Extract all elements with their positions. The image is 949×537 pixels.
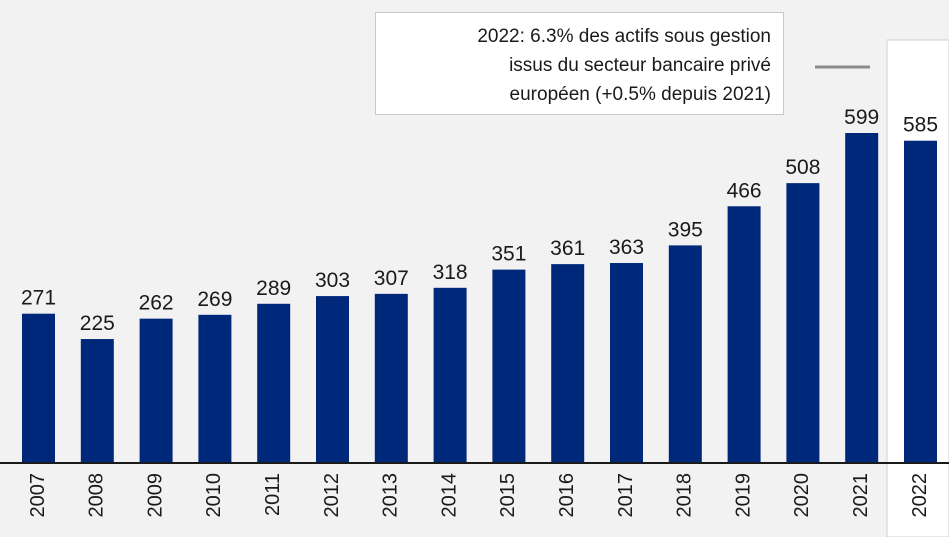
value-label: 351	[491, 243, 526, 266]
bar	[551, 264, 585, 463]
annotation: 2022: 6.3% des actifs sous gestion issus …	[477, 26, 771, 105]
bar	[727, 206, 761, 463]
bar	[374, 293, 408, 463]
x-tick-label: 2016	[556, 473, 578, 518]
bar	[80, 339, 114, 463]
bar	[316, 296, 349, 463]
x-tick-label: 2021	[850, 473, 872, 518]
bar	[257, 303, 291, 463]
value-label: 303	[315, 269, 350, 292]
x-tick-label: 2010	[203, 473, 225, 518]
value-label: 585	[903, 114, 938, 137]
bar	[22, 313, 55, 463]
value-label: 225	[80, 312, 115, 335]
x-tick-label: 2022	[909, 473, 931, 518]
value-label: 318	[433, 261, 468, 284]
value-label: 262	[139, 292, 174, 315]
value-label: 599	[844, 106, 879, 129]
bar	[198, 314, 232, 463]
annotation-line: 2022: 6.3% des actifs sous gestion	[477, 26, 771, 47]
value-label: 271	[21, 287, 56, 310]
value-label: 363	[609, 236, 644, 259]
x-tick-label: 2008	[86, 473, 108, 518]
x-tick-label: 2018	[674, 473, 696, 518]
annotation-line: issus du secteur bancaire privé	[509, 55, 771, 76]
bar	[904, 140, 937, 463]
bar	[433, 287, 467, 463]
value-label: 395	[668, 218, 703, 241]
x-tick-label: 2015	[497, 473, 519, 518]
annotation-line: européen (+0.5% depuis 2021)	[510, 84, 771, 105]
x-tick-label: 2014	[438, 473, 460, 518]
bar	[668, 245, 702, 463]
value-label: 466	[727, 179, 762, 202]
bar	[492, 269, 526, 463]
bar	[610, 263, 643, 463]
bar	[845, 133, 879, 463]
bars: 271 2007 225 2008 262 2009 269 2010 289 2011 303 20…	[21, 106, 938, 518]
x-tick-label: 2017	[615, 473, 637, 518]
x-tick-label: 2009	[144, 473, 166, 518]
x-tick-label: 2007	[27, 473, 49, 518]
value-label: 307	[374, 267, 409, 290]
x-tick-label: 2011	[262, 473, 284, 516]
bar	[139, 318, 173, 463]
x-tick-label: 2019	[732, 473, 754, 518]
x-tick-label: 2012	[321, 473, 343, 518]
value-label: 361	[550, 237, 585, 260]
bar	[786, 183, 820, 464]
value-label: 508	[785, 156, 820, 179]
value-label: 289	[256, 277, 291, 300]
annotation-box	[375, 12, 784, 115]
value-label: 269	[197, 288, 232, 311]
x-tick-label: 2020	[791, 473, 813, 518]
x-tick-label: 2013	[380, 473, 402, 518]
